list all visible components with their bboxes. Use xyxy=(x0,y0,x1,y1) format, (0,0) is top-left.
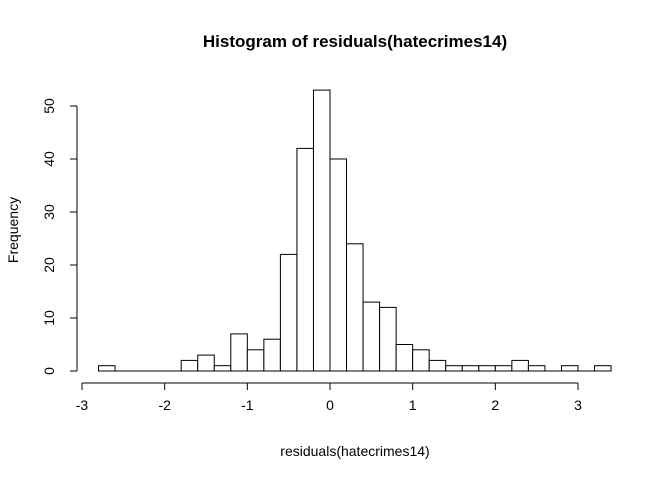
histogram-bar xyxy=(279,253,298,372)
histogram-bar xyxy=(445,365,463,372)
histogram-bar xyxy=(98,365,116,372)
x-tick-label: 2 xyxy=(491,397,499,413)
y-axis-label: Frequency xyxy=(5,197,21,263)
y-tick-label: 0 xyxy=(41,367,57,375)
y-tick-label: 50 xyxy=(41,98,57,114)
y-tick-label: 10 xyxy=(41,310,57,326)
histogram-bar xyxy=(478,365,496,372)
x-axis-label: residuals(hatecrimes14) xyxy=(280,443,429,459)
bars-layer xyxy=(98,89,612,372)
y-tick-label: 30 xyxy=(41,204,57,220)
histogram-bar xyxy=(296,147,314,372)
x-tick-label: 3 xyxy=(574,397,582,413)
histogram-bar xyxy=(379,306,397,372)
histogram-bar xyxy=(511,359,529,372)
histogram-bar xyxy=(494,365,513,372)
histogram-bar xyxy=(362,301,381,372)
x-tick-label: 1 xyxy=(409,397,417,413)
y-tick-label: 40 xyxy=(41,151,57,167)
x-tick-label: -2 xyxy=(158,397,171,413)
histogram-bar xyxy=(197,354,215,372)
histogram-bar xyxy=(428,359,447,372)
histogram-bar xyxy=(346,243,364,372)
histogram-bar xyxy=(461,365,480,372)
x-tick-label: -3 xyxy=(76,397,89,413)
histogram-bar xyxy=(213,365,232,372)
y-axis: 0 10 20 30 40 50 xyxy=(41,98,78,375)
histogram-bar xyxy=(246,349,265,372)
x-axis: -3 -2 -1 0 1 2 3 xyxy=(76,382,582,413)
chart-title: Histogram of residuals(hatecrimes14) xyxy=(203,32,507,51)
histogram-bar xyxy=(412,349,430,372)
y-tick-label: 20 xyxy=(41,257,57,273)
x-tick-label: -1 xyxy=(241,397,254,413)
histogram-bar xyxy=(180,359,199,372)
x-tick-label: 0 xyxy=(326,397,334,413)
histogram-bar xyxy=(312,89,331,372)
histogram-bar xyxy=(594,365,612,372)
histogram-bar xyxy=(230,333,248,372)
histogram-bar xyxy=(395,344,414,372)
histogram-bar xyxy=(560,365,579,372)
histogram-bar xyxy=(527,365,546,372)
histogram-bar xyxy=(263,338,281,372)
histogram-bar xyxy=(329,158,348,372)
